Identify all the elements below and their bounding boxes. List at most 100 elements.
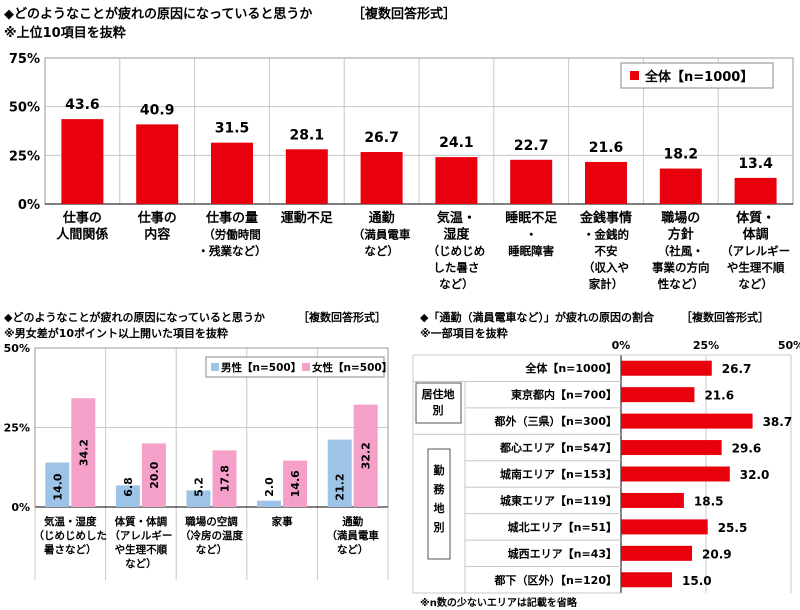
chart2-bar-female bbox=[71, 398, 96, 507]
chart3-value-label: 29.6 bbox=[732, 442, 762, 456]
chart1-category-label: 性など） bbox=[658, 277, 704, 291]
chart2-legend-swatch-male bbox=[211, 363, 219, 371]
chart1-category-label: （満員電車 bbox=[353, 228, 411, 242]
chart3-value-label: 15.0 bbox=[682, 574, 712, 588]
chart2-category-label: 通勤 bbox=[342, 515, 363, 528]
chart2-legend-label-female: 女性【n=500】 bbox=[312, 361, 392, 374]
chart2-legend bbox=[205, 356, 385, 378]
chart3-title: ◆「通勤（満員電車など）」が疲れの原因の割合 bbox=[420, 311, 654, 324]
chart2-category-label: 体質・体調 bbox=[115, 515, 168, 528]
chart1-category-label: や生理不順 bbox=[727, 261, 785, 275]
chart3-row-label: 城北エリア【n=51】 bbox=[508, 520, 617, 534]
chart3-row-label: 東京都内【n=700】 bbox=[511, 388, 617, 402]
chart2-bar-female bbox=[212, 450, 237, 507]
chart1-legend-swatch bbox=[630, 71, 639, 80]
chart1-category-label: ・金銭的 bbox=[583, 228, 629, 242]
chart1-category-label: 通勤 bbox=[369, 210, 395, 226]
chart1-category-label: した暑さ bbox=[433, 261, 479, 275]
chart3-note: ［複数回答形式］ bbox=[681, 311, 769, 324]
chart3-bar bbox=[621, 492, 684, 508]
chart1-bar bbox=[61, 119, 104, 204]
chart3-bar bbox=[621, 387, 695, 403]
chart2-y-tick: 25% bbox=[4, 422, 30, 435]
chart3-group-work-label: 別 bbox=[433, 520, 445, 534]
chart1-category-label: 気温・ bbox=[437, 210, 476, 226]
chart3-row-label: 城東エリア【n=119】 bbox=[500, 493, 617, 507]
chart3-group-residence-label: 別 bbox=[432, 403, 444, 417]
chart2-value-label-male: 21.2 bbox=[334, 473, 347, 500]
chart2-bar-male bbox=[45, 462, 70, 507]
chart1-value-label: 21.6 bbox=[589, 140, 624, 156]
chart1-value-label: 40.9 bbox=[140, 102, 175, 118]
chart3-row-label: 城西エリア【n=43】 bbox=[508, 546, 617, 560]
chart3-row-label: 全体【n=1000】 bbox=[524, 361, 617, 375]
chart1-category-label: 方針 bbox=[668, 227, 694, 243]
chart3-bar bbox=[621, 519, 708, 535]
chart2-category-label: （冷房の温度 bbox=[180, 529, 243, 542]
chart2-bar-male bbox=[257, 500, 282, 507]
chart2-bar-male bbox=[115, 485, 140, 507]
chart3-bar bbox=[621, 545, 693, 561]
chart3-value-label: 25.5 bbox=[718, 521, 748, 535]
chart1-bar bbox=[360, 152, 403, 204]
chart1-value-label: 13.4 bbox=[738, 156, 773, 172]
chart2-bar-female bbox=[353, 404, 378, 507]
chart3-bar bbox=[621, 440, 722, 456]
chart1-category-label: 運動不足 bbox=[281, 210, 334, 226]
chart2-category-label: （アレルギー bbox=[109, 529, 172, 542]
chart3-row-label: 都下（区外）【n=120】 bbox=[493, 573, 617, 587]
chart2-value-label-male: 6.8 bbox=[122, 477, 135, 497]
chart2-category-label: など） bbox=[125, 557, 157, 570]
chart1-category-label: 湿度 bbox=[443, 227, 470, 243]
chart1-bar bbox=[659, 168, 702, 204]
chart2-category-label: （満員電車 bbox=[326, 529, 379, 542]
chart1-category-label: ・ bbox=[525, 228, 537, 242]
chart3-bar bbox=[621, 572, 672, 588]
chart1-y-tick: 75% bbox=[9, 52, 40, 67]
chart1-legend-label: 全体【n=1000】 bbox=[644, 69, 753, 85]
chart1-bar bbox=[734, 177, 777, 204]
chart3-value-label: 20.9 bbox=[702, 547, 732, 561]
chart1-value-label: 26.7 bbox=[364, 130, 399, 146]
chart2-category-label: や生理不順 bbox=[115, 543, 168, 556]
chart3-group-residence-box bbox=[415, 382, 462, 424]
chart3-group-work-box bbox=[427, 448, 451, 560]
chart1-value-label: 18.2 bbox=[664, 147, 699, 163]
chart2-subtitle: ※男女差が10ポイント以上開いた項目を抜粋 bbox=[4, 327, 229, 340]
chart3-row-label: 城南エリア【n=153】 bbox=[500, 467, 617, 481]
chart2-category-label: 家事 bbox=[272, 515, 293, 528]
chart3-value-label: 18.5 bbox=[694, 494, 724, 508]
chart3-footnote: ※n数の少ないエリアは記載を省略 bbox=[420, 598, 577, 609]
chart2-category-label: 暑さなど） bbox=[44, 543, 97, 556]
chart3-x-tick: 25% bbox=[693, 339, 719, 352]
chart3-bar bbox=[621, 413, 753, 429]
chart1-bar bbox=[136, 124, 179, 204]
chart2-value-label-female: 17.8 bbox=[219, 465, 232, 492]
chart1-category-label: 仕事の bbox=[62, 210, 102, 226]
chart1-value-label: 22.7 bbox=[514, 138, 549, 154]
chart1-category-label: など） bbox=[439, 277, 474, 291]
chart1-bar bbox=[211, 142, 253, 204]
chart2-value-label-female: 14.6 bbox=[289, 470, 302, 497]
chart2-category-label: など） bbox=[196, 543, 228, 556]
chart2-value-label-female: 32.2 bbox=[360, 442, 373, 469]
chart1-category-label: ・残業など） bbox=[198, 244, 267, 258]
chart2-category-label: など） bbox=[337, 543, 369, 556]
chart1-category-label: 金銭事情 bbox=[579, 210, 632, 226]
chart1-y-tick: 50% bbox=[9, 101, 40, 116]
chart3-x-tick: 50% bbox=[778, 339, 800, 352]
chart1-value-label: 31.5 bbox=[215, 121, 250, 137]
chart1-category-label: （労働時間 bbox=[203, 228, 261, 242]
chart2-category-label: 職場の空調 bbox=[185, 515, 238, 528]
chart2-category-label: （じめじめした bbox=[34, 529, 108, 542]
chart2-value-label-female: 20.0 bbox=[148, 461, 161, 488]
chart1-bar bbox=[435, 157, 478, 204]
chart3-value-label: 38.7 bbox=[763, 415, 793, 429]
chart3-bar bbox=[621, 360, 712, 376]
chart1-category-label: 仕事の bbox=[137, 210, 177, 226]
chart1-y-tick: 25% bbox=[9, 149, 40, 164]
chart2-y-tick: 50% bbox=[4, 342, 30, 355]
chart2-bar-female bbox=[283, 460, 308, 507]
chart2-bar-female bbox=[141, 443, 166, 507]
chart2-title: ◆どのようなことが疲れの原因になっていると思うか bbox=[4, 311, 265, 324]
